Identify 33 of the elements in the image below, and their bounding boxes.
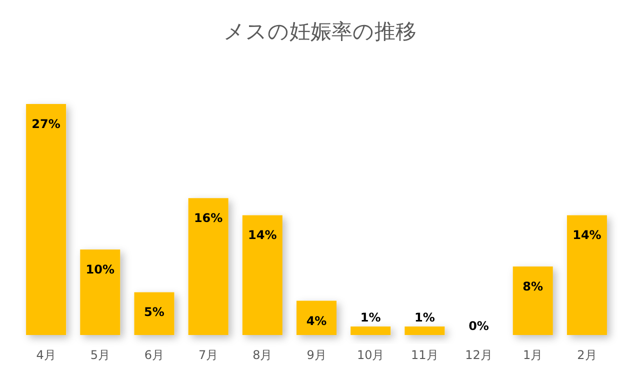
data-label: 1% bbox=[414, 310, 435, 324]
data-label: 0% bbox=[468, 319, 489, 333]
data-label: 1% bbox=[360, 310, 381, 324]
bar bbox=[188, 198, 228, 335]
x-tick-label: 9月 bbox=[306, 348, 326, 362]
data-label: 27% bbox=[32, 117, 60, 131]
bar bbox=[350, 326, 391, 335]
x-tick-label: 5月 bbox=[90, 348, 110, 362]
data-label: 10% bbox=[86, 262, 115, 276]
data-label: 16% bbox=[194, 211, 223, 226]
bar bbox=[26, 104, 66, 335]
x-tick-label: 1月 bbox=[523, 348, 543, 362]
chart-title: メスの妊娠率の推移 bbox=[224, 20, 416, 44]
x-tick-label: 10月 bbox=[356, 348, 384, 362]
x-tick-label: 4月 bbox=[36, 348, 56, 362]
data-label: 14% bbox=[572, 228, 602, 242]
data-label: 8% bbox=[522, 280, 544, 294]
bar bbox=[512, 266, 553, 335]
x-tick-label: 7月 bbox=[198, 348, 218, 362]
x-tick-label: 11月 bbox=[411, 348, 438, 362]
bar bbox=[566, 215, 607, 335]
x-tick-label: 2月 bbox=[577, 348, 597, 362]
x-tick-label: 8月 bbox=[252, 348, 272, 362]
bar bbox=[134, 292, 174, 335]
bar bbox=[80, 249, 120, 335]
bar bbox=[242, 215, 282, 335]
bar bbox=[404, 326, 445, 335]
bar bbox=[296, 300, 336, 335]
x-tick-label: 12月 bbox=[465, 348, 492, 362]
x-tick-label: 6月 bbox=[144, 348, 164, 362]
data-label: 5% bbox=[144, 305, 164, 320]
data-label: 14% bbox=[248, 228, 277, 242]
data-label: 4% bbox=[306, 314, 327, 328]
